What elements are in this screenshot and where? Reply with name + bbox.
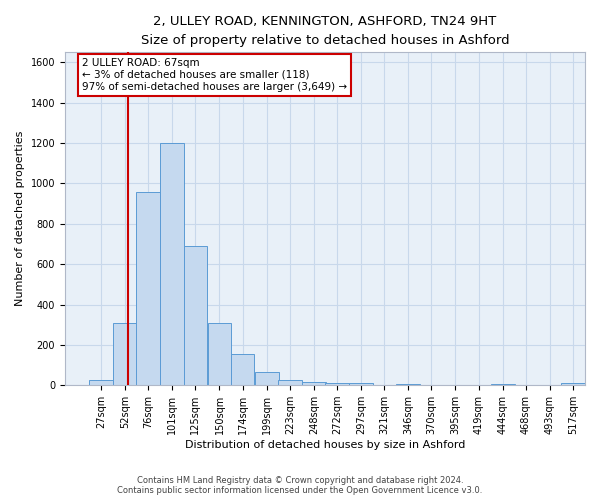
Text: 2 ULLEY ROAD: 67sqm
← 3% of detached houses are smaller (118)
97% of semi-detach: 2 ULLEY ROAD: 67sqm ← 3% of detached hou… bbox=[82, 58, 347, 92]
Bar bbox=[561, 383, 585, 385]
Bar bbox=[349, 383, 373, 385]
Bar bbox=[397, 384, 420, 385]
Bar bbox=[136, 192, 160, 385]
Text: Contains HM Land Registry data © Crown copyright and database right 2024.
Contai: Contains HM Land Registry data © Crown c… bbox=[118, 476, 482, 495]
Title: 2, ULLEY ROAD, KENNINGTON, ASHFORD, TN24 9HT
Size of property relative to detach: 2, ULLEY ROAD, KENNINGTON, ASHFORD, TN24… bbox=[140, 15, 509, 47]
Bar bbox=[231, 354, 254, 385]
Bar bbox=[278, 380, 302, 385]
Bar bbox=[302, 382, 326, 385]
Bar bbox=[325, 383, 349, 385]
Bar bbox=[255, 372, 278, 385]
Bar bbox=[89, 380, 113, 385]
Bar bbox=[491, 384, 515, 385]
Bar bbox=[113, 322, 137, 385]
Bar bbox=[160, 143, 184, 385]
Bar bbox=[184, 246, 208, 385]
X-axis label: Distribution of detached houses by size in Ashford: Distribution of detached houses by size … bbox=[185, 440, 465, 450]
Bar bbox=[208, 322, 232, 385]
Y-axis label: Number of detached properties: Number of detached properties bbox=[15, 131, 25, 306]
